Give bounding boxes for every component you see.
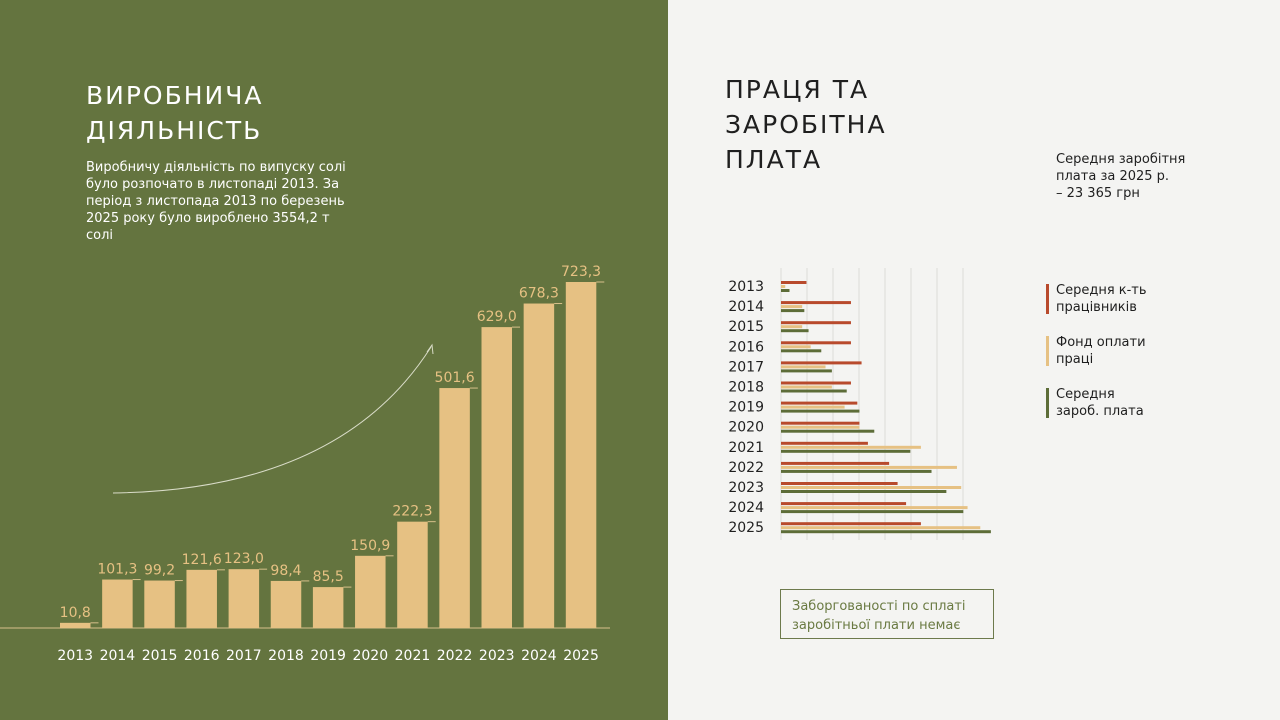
bar-2021 [397, 521, 428, 628]
legend-item-workers: Середня к-ть працівників [1046, 282, 1206, 318]
left-panel: ВИРОБНИЧА ДІЯЛЬНІСТЬ Виробничу діяльніст… [0, 0, 668, 720]
avg-salary-line-2: плата за 2025 р. [1056, 169, 1170, 184]
year-label-2014: 2014 [100, 648, 136, 664]
legend-label-salary-2: зароб. плата [1056, 404, 1144, 419]
legend-swatch-workers [1046, 284, 1049, 314]
bar-2016 [186, 569, 217, 628]
legend-label-workers-1: Середня к-ть [1056, 283, 1147, 298]
bar-2024 [523, 303, 555, 628]
bar-2013 [60, 622, 91, 628]
legend-item-fund: Фонд оплати праці [1046, 334, 1206, 370]
value-label-2014: 101,3 [97, 562, 137, 578]
value-label-2019: 85,5 [313, 569, 344, 585]
legend-item-salary: Середня зароб. плата [1046, 386, 1206, 422]
year-label-2018: 2018 [268, 648, 304, 664]
avg-salary-note: Середня заробітня плата за 2025 р. – 23 … [1056, 151, 1206, 202]
no-arrears-line-2: заробітньої плати немає [792, 618, 961, 633]
production-title-line-1: ВИРОБНИЧА [86, 81, 264, 110]
avg-salary-line-1: Середня заробітня [1056, 152, 1186, 167]
production-chart: 10,8 2013 101,3 2014 99,2 2015 121,6 2016 123,0 2… [0, 264, 610, 664]
value-label-2021: 222,3 [392, 504, 432, 520]
year-label-2022: 2022 [437, 648, 473, 664]
value-label-2015: 99,2 [144, 563, 175, 579]
production-description: Виробничу діяльність по випуску солі бул… [86, 160, 346, 243]
labor-title-line-3: ПЛАТА [725, 145, 823, 174]
legend-swatch-salary [1046, 388, 1049, 418]
year-label-2017: 2017 [226, 648, 262, 664]
labor-title-line-2: ЗАРОБІТНА [725, 110, 887, 139]
year-label-2019: 2019 [310, 648, 346, 664]
production-title: ВИРОБНИЧА ДІЯЛЬНІСТЬ [86, 78, 264, 148]
value-label-2017: 123,0 [224, 551, 264, 567]
trend-arrow-head [426, 343, 434, 355]
legend-label-fund-1: Фонд оплати [1056, 335, 1146, 350]
legend-label-salary-1: Середня [1056, 387, 1115, 402]
value-label-2013: 10,8 [60, 605, 91, 621]
year-label-2020: 2020 [352, 648, 388, 664]
legend-swatch-fund [1046, 336, 1049, 366]
bar-2015 [144, 580, 175, 628]
bar-2025 [565, 282, 597, 628]
labor-chart-legend: Середня к-ть працівників Фонд оплати пра… [1046, 282, 1206, 438]
year-label-2024: 2024 [521, 648, 557, 664]
labor-title-line-1: ПРАЦЯ ТА [725, 75, 870, 104]
legend-label-fund-2: праці [1056, 352, 1094, 367]
value-label-2018: 98,4 [270, 563, 301, 579]
bar-2020 [355, 555, 386, 628]
right-panel [668, 0, 1280, 720]
value-label-2025: 723,3 [561, 264, 601, 280]
value-label-2020: 150,9 [350, 538, 390, 554]
bar-2014 [102, 579, 133, 628]
bar-2019 [312, 587, 344, 628]
year-label-2013: 2013 [57, 648, 93, 664]
bar-2022 [439, 388, 470, 628]
year-label-2016: 2016 [184, 648, 220, 664]
year-label-2025: 2025 [563, 648, 599, 664]
bar-2023 [481, 327, 512, 628]
labor-title: ПРАЦЯ ТА ЗАРОБІТНА ПЛАТА [725, 72, 887, 177]
bar-2018 [270, 580, 302, 628]
bar-2017 [228, 569, 260, 628]
no-arrears-note: Заборгованості по сплаті заробітньої пла… [780, 589, 994, 639]
year-label-2015: 2015 [142, 648, 178, 664]
legend-label-workers-2: працівників [1056, 300, 1137, 315]
no-arrears-line-1: Заборгованості по сплаті [792, 599, 966, 614]
value-label-2016: 121,6 [182, 552, 222, 568]
value-label-2022: 501,6 [435, 370, 475, 386]
year-label-2021: 2021 [395, 648, 431, 664]
value-label-2024: 678,3 [519, 286, 559, 302]
value-label-2023: 629,0 [477, 309, 517, 325]
avg-salary-line-3: – 23 365 грн [1056, 186, 1140, 201]
year-label-2023: 2023 [479, 648, 515, 664]
trend-arrow [112, 346, 432, 494]
production-title-line-2: ДІЯЛЬНІСТЬ [86, 116, 263, 145]
